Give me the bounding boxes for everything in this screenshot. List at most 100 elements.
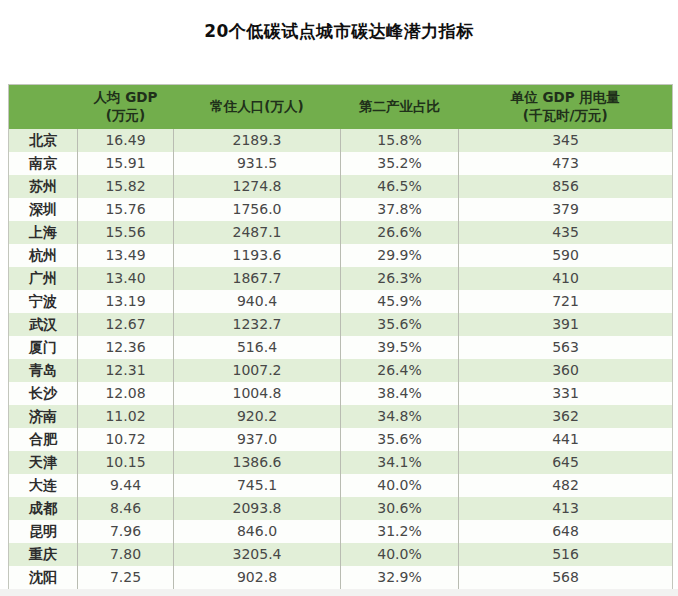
table-row: 重庆 7.80 3205.4 40.0% 516 bbox=[9, 543, 673, 566]
table-row: 北京 16.49 2189.3 15.8% 345 bbox=[9, 129, 673, 152]
city-cell: 青岛 bbox=[9, 359, 78, 382]
secondary-industry-share-cell: 35.6% bbox=[341, 428, 459, 451]
gdp-per-capita-cell: 11.02 bbox=[78, 405, 174, 428]
population-cell: 1193.6 bbox=[174, 244, 341, 267]
secondary-industry-share-cell: 31.2% bbox=[341, 520, 459, 543]
table-row: 青岛 12.31 1007.2 26.4% 360 bbox=[9, 359, 673, 382]
electricity-per-gdp-cell: 473 bbox=[459, 152, 673, 175]
electricity-per-gdp-cell: 856 bbox=[459, 175, 673, 198]
electricity-per-gdp-cell: 331 bbox=[459, 382, 673, 405]
table-row: 合肥 10.72 937.0 35.6% 441 bbox=[9, 428, 673, 451]
population-cell: 2093.8 bbox=[174, 497, 341, 520]
secondary-industry-share-cell: 35.6% bbox=[341, 313, 459, 336]
city-cell: 昆明 bbox=[9, 520, 78, 543]
table-row: 大连 9.44 745.1 40.0% 482 bbox=[9, 474, 673, 497]
population-cell: 1004.8 bbox=[174, 382, 341, 405]
electricity-per-gdp-cell: 360 bbox=[459, 359, 673, 382]
electricity-per-gdp-cell: 568 bbox=[459, 566, 673, 590]
gdp-per-capita-cell: 7.25 bbox=[78, 566, 174, 590]
indicator-table: 人均 GDP (万元) 常住人口(万人) 第二产业占比 单位 GDP 用电量 (… bbox=[8, 84, 673, 590]
header-electricity-per-gdp: 单位 GDP 用电量 (千瓦时/万元) bbox=[459, 85, 673, 130]
city-cell: 厦门 bbox=[9, 336, 78, 359]
population-cell: 516.4 bbox=[174, 336, 341, 359]
electricity-per-gdp-cell: 590 bbox=[459, 244, 673, 267]
secondary-industry-share-cell: 26.6% bbox=[341, 221, 459, 244]
table-row: 成都 8.46 2093.8 30.6% 413 bbox=[9, 497, 673, 520]
city-cell: 沈阳 bbox=[9, 566, 78, 590]
bottom-strip bbox=[0, 589, 678, 596]
secondary-industry-share-cell: 29.9% bbox=[341, 244, 459, 267]
table-row: 济南 11.02 920.2 34.8% 362 bbox=[9, 405, 673, 428]
table-row: 长沙 12.08 1004.8 38.4% 331 bbox=[9, 382, 673, 405]
header-population: 常住人口(万人) bbox=[174, 85, 341, 130]
gdp-per-capita-cell: 12.36 bbox=[78, 336, 174, 359]
electricity-per-gdp-cell: 362 bbox=[459, 405, 673, 428]
city-cell: 天津 bbox=[9, 451, 78, 474]
secondary-industry-share-cell: 45.9% bbox=[341, 290, 459, 313]
gdp-per-capita-cell: 13.40 bbox=[78, 267, 174, 290]
page-title: 20个低碳试点城市碳达峰潜力指标 bbox=[0, 20, 678, 43]
header-gdp-per-capita: 人均 GDP (万元) bbox=[78, 85, 174, 130]
gdp-per-capita-cell: 7.96 bbox=[78, 520, 174, 543]
secondary-industry-share-cell: 15.8% bbox=[341, 129, 459, 152]
population-cell: 846.0 bbox=[174, 520, 341, 543]
gdp-per-capita-cell: 7.80 bbox=[78, 543, 174, 566]
city-cell: 成都 bbox=[9, 497, 78, 520]
gdp-per-capita-cell: 15.82 bbox=[78, 175, 174, 198]
gdp-per-capita-cell: 12.08 bbox=[78, 382, 174, 405]
table-row: 武汉 12.67 1232.7 35.6% 391 bbox=[9, 313, 673, 336]
gdp-per-capita-cell: 13.19 bbox=[78, 290, 174, 313]
city-cell: 大连 bbox=[9, 474, 78, 497]
city-cell: 北京 bbox=[9, 129, 78, 152]
population-cell: 1386.6 bbox=[174, 451, 341, 474]
population-cell: 2189.3 bbox=[174, 129, 341, 152]
secondary-industry-share-cell: 38.4% bbox=[341, 382, 459, 405]
electricity-per-gdp-cell: 441 bbox=[459, 428, 673, 451]
electricity-per-gdp-cell: 482 bbox=[459, 474, 673, 497]
electricity-per-gdp-cell: 391 bbox=[459, 313, 673, 336]
population-cell: 1867.7 bbox=[174, 267, 341, 290]
population-cell: 1274.8 bbox=[174, 175, 341, 198]
city-cell: 武汉 bbox=[9, 313, 78, 336]
electricity-per-gdp-cell: 413 bbox=[459, 497, 673, 520]
electricity-per-gdp-cell: 379 bbox=[459, 198, 673, 221]
population-cell: 1007.2 bbox=[174, 359, 341, 382]
table-container: 人均 GDP (万元) 常住人口(万人) 第二产业占比 单位 GDP 用电量 (… bbox=[8, 84, 673, 590]
population-cell: 3205.4 bbox=[174, 543, 341, 566]
electricity-per-gdp-cell: 435 bbox=[459, 221, 673, 244]
city-cell: 济南 bbox=[9, 405, 78, 428]
table-row: 苏州 15.82 1274.8 46.5% 856 bbox=[9, 175, 673, 198]
gdp-per-capita-cell: 15.56 bbox=[78, 221, 174, 244]
electricity-per-gdp-cell: 345 bbox=[459, 129, 673, 152]
population-cell: 1756.0 bbox=[174, 198, 341, 221]
gdp-per-capita-cell: 9.44 bbox=[78, 474, 174, 497]
table-row: 上海 15.56 2487.1 26.6% 435 bbox=[9, 221, 673, 244]
population-cell: 940.4 bbox=[174, 290, 341, 313]
electricity-per-gdp-cell: 648 bbox=[459, 520, 673, 543]
secondary-industry-share-cell: 40.0% bbox=[341, 474, 459, 497]
city-cell: 深圳 bbox=[9, 198, 78, 221]
electricity-per-gdp-cell: 645 bbox=[459, 451, 673, 474]
gdp-per-capita-cell: 12.67 bbox=[78, 313, 174, 336]
population-cell: 931.5 bbox=[174, 152, 341, 175]
secondary-industry-share-cell: 26.4% bbox=[341, 359, 459, 382]
city-cell: 上海 bbox=[9, 221, 78, 244]
table-row: 昆明 7.96 846.0 31.2% 648 bbox=[9, 520, 673, 543]
population-cell: 1232.7 bbox=[174, 313, 341, 336]
table-row: 南京 15.91 931.5 35.2% 473 bbox=[9, 152, 673, 175]
secondary-industry-share-cell: 35.2% bbox=[341, 152, 459, 175]
header-secondary-industry-share: 第二产业占比 bbox=[341, 85, 459, 130]
secondary-industry-share-cell: 46.5% bbox=[341, 175, 459, 198]
city-cell: 杭州 bbox=[9, 244, 78, 267]
secondary-industry-share-cell: 34.1% bbox=[341, 451, 459, 474]
population-cell: 2487.1 bbox=[174, 221, 341, 244]
secondary-industry-share-cell: 32.9% bbox=[341, 566, 459, 590]
electricity-per-gdp-cell: 721 bbox=[459, 290, 673, 313]
table-row: 沈阳 7.25 902.8 32.9% 568 bbox=[9, 566, 673, 590]
table-row: 杭州 13.49 1193.6 29.9% 590 bbox=[9, 244, 673, 267]
population-cell: 920.2 bbox=[174, 405, 341, 428]
gdp-per-capita-cell: 15.91 bbox=[78, 152, 174, 175]
header-row: 人均 GDP (万元) 常住人口(万人) 第二产业占比 单位 GDP 用电量 (… bbox=[9, 85, 673, 130]
secondary-industry-share-cell: 39.5% bbox=[341, 336, 459, 359]
gdp-per-capita-cell: 15.76 bbox=[78, 198, 174, 221]
